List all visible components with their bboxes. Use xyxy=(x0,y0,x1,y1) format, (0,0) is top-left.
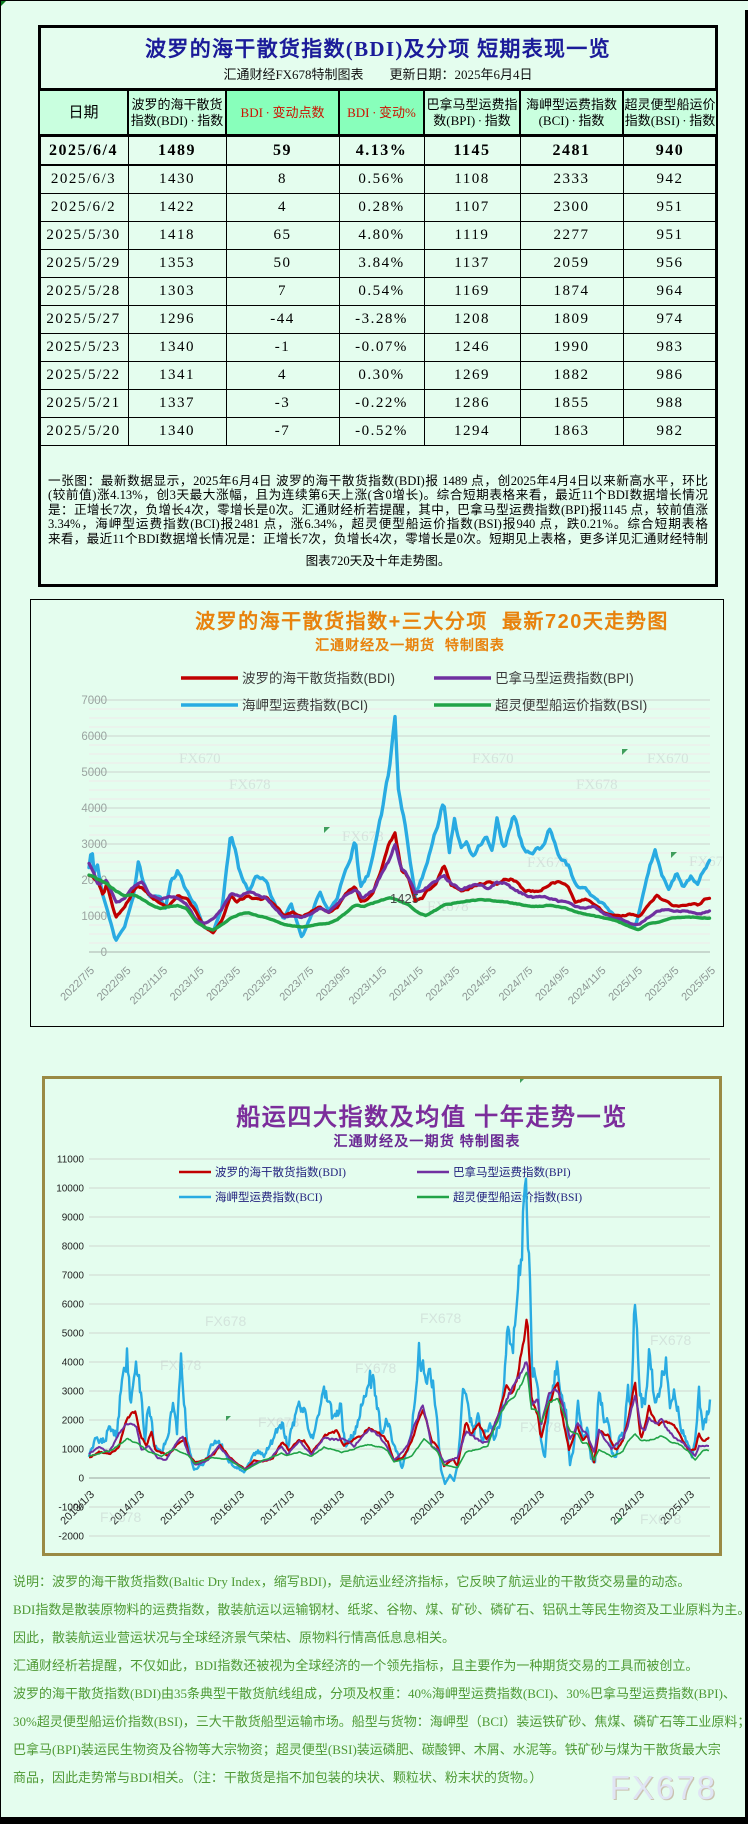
svg-text:2025/5/5: 2025/5/5 xyxy=(679,965,718,1004)
svg-text:船运四大指数及均值 十年走势一览: 船运四大指数及均值 十年走势一览 xyxy=(236,1103,628,1131)
svg-text:2025/1/5: 2025/1/5 xyxy=(606,965,645,1004)
svg-text:1000: 1000 xyxy=(62,1445,85,1456)
svg-text:2022/1/3: 2022/1/3 xyxy=(508,1489,547,1528)
svg-text:-2000: -2000 xyxy=(58,1532,84,1543)
svg-text:FX678: FX678 xyxy=(100,1509,141,1525)
svg-text:汇通财经及一期货 特制图表: 汇通财经及一期货 特制图表 xyxy=(333,1133,520,1150)
svg-text:波罗的海干散货指数(BDI): 波罗的海干散货指数(BDI) xyxy=(215,1165,346,1179)
svg-text:8000: 8000 xyxy=(62,1242,85,1253)
svg-text:超灵便型船运价指数(BSI): 超灵便型船运价指数(BSI) xyxy=(495,698,647,713)
svg-text:FX678: FX678 xyxy=(689,854,723,870)
svg-text:超灵便型船运价指数(BSI): 超灵便型船运价指数(BSI) xyxy=(453,1190,582,1204)
svg-text:2022/11/5: 2022/11/5 xyxy=(128,965,171,1008)
svg-text:6000: 6000 xyxy=(62,1300,85,1311)
svg-text:2015/1/3: 2015/1/3 xyxy=(158,1489,197,1528)
svg-text:FX678: FX678 xyxy=(355,1360,396,1376)
svg-text:巴拿马型运费指数(BPI): 巴拿马型运费指数(BPI) xyxy=(453,1165,571,1179)
svg-text:2023/1/5: 2023/1/5 xyxy=(168,965,207,1004)
svg-text:3000: 3000 xyxy=(81,839,107,851)
svg-text:7000: 7000 xyxy=(81,695,107,707)
svg-text:4000: 4000 xyxy=(62,1358,85,1369)
svg-text:9000: 9000 xyxy=(62,1213,85,1224)
svg-text:波罗的海干散货指数+三大分项 最新720天走势图: 波罗的海干散货指数+三大分项 最新720天走势图 xyxy=(195,609,669,633)
svg-text:2023/11/5: 2023/11/5 xyxy=(347,965,390,1008)
svg-text:FX678: FX678 xyxy=(342,829,384,845)
svg-text:2018/1/3: 2018/1/3 xyxy=(308,1489,347,1528)
svg-text:1425: 1425 xyxy=(390,891,419,906)
svg-text:2024/1/5: 2024/1/5 xyxy=(387,965,426,1004)
svg-text:2023/5/5: 2023/5/5 xyxy=(241,965,280,1004)
svg-text:6000: 6000 xyxy=(81,731,107,743)
svg-text:2023/7/5: 2023/7/5 xyxy=(278,965,317,1004)
svg-text:2025/3/5: 2025/3/5 xyxy=(643,965,682,1004)
svg-text:-1000: -1000 xyxy=(58,1503,84,1514)
svg-text:FX670: FX670 xyxy=(179,751,221,767)
svg-text:FX678: FX678 xyxy=(258,1414,299,1430)
svg-text:1000: 1000 xyxy=(81,911,107,923)
svg-text:4000: 4000 xyxy=(81,803,107,815)
svg-text:2024/5/5: 2024/5/5 xyxy=(460,965,499,1004)
svg-text:5000: 5000 xyxy=(62,1329,85,1340)
svg-text:海岬型运费指数(BCI): 海岬型运费指数(BCI) xyxy=(242,698,368,713)
svg-text:FX678: FX678 xyxy=(205,1313,246,1329)
svg-text:FX678: FX678 xyxy=(420,1310,461,1326)
svg-text:2022/7/5: 2022/7/5 xyxy=(58,965,97,1004)
svg-text:2019/1/3: 2019/1/3 xyxy=(358,1489,397,1528)
svg-text:巴拿马型运费指数(BPI): 巴拿马型运费指数(BPI) xyxy=(495,670,634,686)
svg-text:5000: 5000 xyxy=(81,767,107,779)
svg-text:FX678: FX678 xyxy=(640,1511,681,1527)
svg-text:2023/1/3: 2023/1/3 xyxy=(558,1489,597,1528)
svg-text:海岬型运费指数(BCI): 海岬型运费指数(BCI) xyxy=(215,1190,322,1204)
svg-text:10000: 10000 xyxy=(56,1184,84,1195)
svg-text:2020/1/3: 2020/1/3 xyxy=(408,1489,447,1528)
svg-text:2000: 2000 xyxy=(62,1416,85,1427)
svg-text:2024/11/5: 2024/11/5 xyxy=(566,965,609,1008)
svg-text:3000: 3000 xyxy=(62,1387,85,1398)
svg-text:7000: 7000 xyxy=(62,1271,85,1282)
svg-text:2016/1/3: 2016/1/3 xyxy=(208,1489,247,1528)
svg-text:FX678: FX678 xyxy=(527,855,569,871)
svg-text:2023/3/5: 2023/3/5 xyxy=(204,965,243,1004)
svg-text:波罗的海干散货指数(BDI): 波罗的海干散货指数(BDI) xyxy=(242,670,395,686)
svg-text:11000: 11000 xyxy=(57,1155,85,1166)
svg-text:0: 0 xyxy=(78,1474,84,1485)
svg-text:2021/1/3: 2021/1/3 xyxy=(458,1489,497,1528)
svg-text:2024/7/5: 2024/7/5 xyxy=(497,965,536,1004)
svg-text:2017/1/3: 2017/1/3 xyxy=(258,1489,297,1528)
svg-text:FX670: FX670 xyxy=(472,751,514,767)
svg-text:2024/3/5: 2024/3/5 xyxy=(424,965,463,1004)
svg-text:汇通财经及一期货 特制图表: 汇通财经及一期货 特制图表 xyxy=(315,637,505,653)
svg-text:FX678: FX678 xyxy=(650,1332,691,1348)
svg-text:FX678: FX678 xyxy=(576,777,618,793)
svg-text:FX670: FX670 xyxy=(647,751,689,767)
svg-text:0: 0 xyxy=(101,947,107,959)
svg-text:FX678: FX678 xyxy=(229,777,271,793)
